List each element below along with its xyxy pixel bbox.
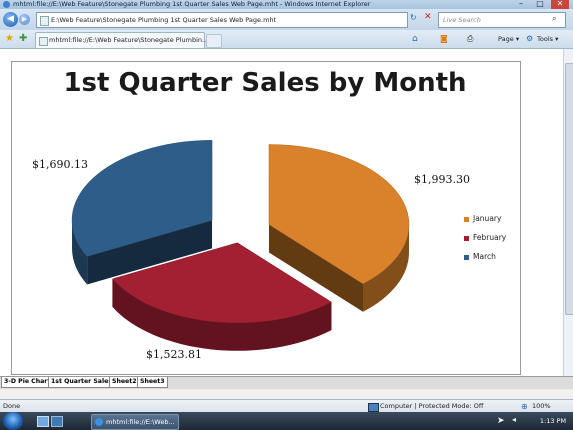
page-menu-button[interactable]: Page ▾ (498, 35, 520, 43)
mouse-cursor-icon: ➤ (497, 416, 505, 426)
data-label-january: $1,993.30 (414, 173, 470, 186)
pie-slice-wall (268, 224, 364, 312)
maximize-button[interactable]: □ (536, 0, 544, 8)
volume-icon[interactable]: ◂ (512, 415, 517, 424)
vertical-scrollbar[interactable] (563, 49, 573, 376)
legend-label-february: February (473, 233, 507, 242)
content-footer-gap (0, 389, 573, 399)
pie-slice-february (112, 242, 332, 351)
pie-layer (71, 140, 410, 351)
pie-slice-top (112, 242, 332, 324)
sheet-tab-sheet2[interactable]: Sheet2 (109, 377, 140, 388)
close-button[interactable]: ✕ (551, 0, 569, 9)
page-menu-label: Page (498, 35, 514, 43)
window-title: mhtml:file://E:\Web Feature\Stonegate Pl… (13, 0, 371, 8)
legend-swatch-march (464, 255, 469, 260)
favorites-star-icon[interactable]: ★ (5, 33, 14, 44)
start-button[interactable] (3, 412, 23, 430)
sheet-tab-sheet3[interactable]: Sheet3 (137, 377, 168, 388)
security-zone-text[interactable]: Computer | Protected Mode: Off (380, 402, 484, 410)
print-icon[interactable]: ⎙ (467, 34, 474, 43)
forward-arrow-icon: ▶ (21, 15, 28, 23)
computer-zone-icon (368, 403, 379, 412)
sheet-tab-3d-pie-chart[interactable]: 3-D Pie Chart (1, 377, 54, 388)
pie-slice-march (71, 140, 213, 285)
status-bar: Done Computer | Protected Mode: Off ⊕ 10… (0, 399, 573, 413)
data-label-february: $1,523.81 (146, 348, 202, 361)
search-input[interactable]: Live Search (443, 16, 481, 24)
legend-label-march: March (473, 252, 496, 261)
stop-icon[interactable]: ✕ (424, 12, 432, 22)
search-icon[interactable]: ⌕ (552, 14, 557, 23)
pie-slice-top (268, 144, 410, 285)
taskbar-ie-label: mhtml:file://E:\Web... (106, 418, 175, 426)
ie-logo-icon (3, 1, 10, 8)
pie-slice-wall (87, 220, 213, 285)
search-box[interactable]: Live Search ⌕ (438, 12, 566, 28)
pie-slice-rim (363, 224, 409, 312)
legend-swatch-january (464, 217, 469, 222)
tab-current-page[interactable]: mhtml:file://E:\Web Feature\Stonegate Pl… (35, 32, 209, 48)
status-text: Done (3, 402, 21, 410)
switch-windows-icon[interactable] (51, 416, 63, 427)
ie-logo-icon (95, 418, 103, 426)
address-text[interactable]: E:\Web Feature\Stonegate Plumbing 1st Qu… (51, 16, 277, 24)
tools-menu-label: Tools (537, 35, 554, 43)
sheet-tab-1st-quarter-sales[interactable]: 1st Quarter Sales (48, 377, 115, 388)
taskbar-clock: 1:13 PM (539, 417, 567, 425)
home-icon[interactable]: ⌂ (412, 34, 418, 44)
chart-title: 1st Quarter Sales by Month (63, 68, 467, 98)
address-bar[interactable]: E:\Web Feature\Stonegate Plumbing 1st Qu… (36, 12, 408, 28)
title-bar: mhtml:file://E:\Web Feature\Stonegate Pl… (0, 0, 573, 9)
feeds-icon[interactable]: ◙ (440, 34, 448, 43)
tools-gear-icon[interactable]: ⚙ (526, 34, 534, 43)
tab-label: mhtml:file://E:\Web Feature\Stonegate Pl… (49, 36, 209, 44)
new-tab-button[interactable] (206, 34, 222, 48)
legend-label-january: January (473, 214, 502, 223)
pie-slice-top (71, 140, 213, 257)
page-icon (40, 16, 49, 26)
page-icon (39, 37, 48, 46)
add-favorites-icon[interactable]: ✚ (19, 33, 28, 44)
taskbar-ie-button[interactable]: mhtml:file://E:\Web... (91, 414, 179, 430)
zoom-level[interactable]: 100% (532, 402, 551, 410)
tools-menu-button[interactable]: Tools ▾ (537, 35, 559, 43)
refresh-icon[interactable]: ↻ (410, 13, 417, 22)
pie-slice-rim (72, 220, 88, 285)
back-button[interactable]: ◀ (3, 12, 18, 27)
taskbar (0, 412, 573, 430)
scrollbar-thumb[interactable] (565, 63, 573, 315)
pie-slice-rim (112, 278, 332, 351)
pie-chart (71, 140, 410, 351)
minimize-button[interactable]: – (519, 0, 523, 8)
legend-swatch-february (464, 236, 469, 241)
forward-button[interactable]: ▶ (19, 14, 30, 25)
zoom-icon: ⊕ (521, 402, 528, 411)
back-arrow-icon: ◀ (7, 14, 14, 24)
data-label-march: $1,690.13 (32, 158, 88, 171)
pie-slice-january (268, 144, 410, 312)
show-desktop-icon[interactable] (37, 416, 49, 427)
